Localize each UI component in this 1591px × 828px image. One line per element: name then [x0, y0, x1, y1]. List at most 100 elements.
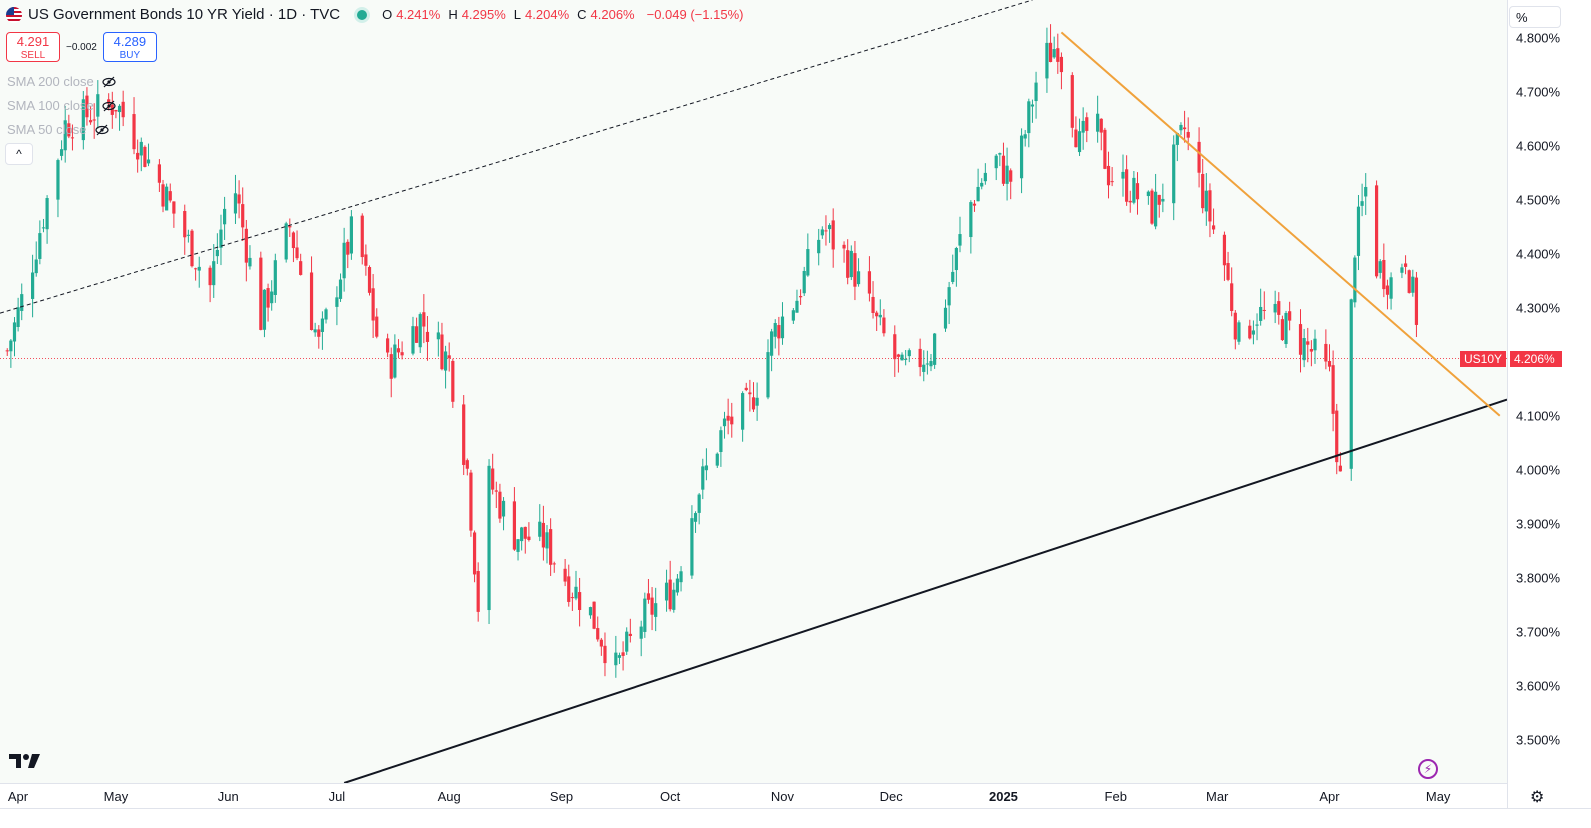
candle-body[interactable]: [1360, 201, 1364, 206]
candle-body[interactable]: [59, 149, 64, 156]
candle-body[interactable]: [947, 287, 951, 306]
candle-body[interactable]: [798, 296, 803, 298]
candle-body[interactable]: [92, 119, 96, 121]
candle-body[interactable]: [1298, 324, 1303, 355]
candle-body[interactable]: [875, 312, 879, 317]
candle-body[interactable]: [56, 160, 60, 200]
candle-body[interactable]: [766, 352, 770, 398]
candle-body[interactable]: [567, 576, 571, 602]
candle-body[interactable]: [925, 363, 929, 365]
candle-body[interactable]: [1125, 169, 1129, 202]
candle-body[interactable]: [900, 354, 904, 361]
candle-body[interactable]: [1248, 325, 1252, 339]
candle-body[interactable]: [342, 242, 346, 279]
candle-body[interactable]: [549, 529, 553, 565]
candle-body[interactable]: [1407, 270, 1411, 293]
candle-body[interactable]: [411, 326, 415, 354]
candle-body[interactable]: [625, 631, 629, 652]
candle-body[interactable]: [241, 204, 245, 228]
candle-body[interactable]: [1154, 191, 1158, 227]
candle-body[interactable]: [617, 655, 622, 658]
candle-body[interactable]: [364, 254, 368, 266]
candle-body[interactable]: [1335, 410, 1339, 463]
candle-body[interactable]: [1403, 263, 1408, 267]
candle-body[interactable]: [1070, 75, 1074, 128]
candle-body[interactable]: [346, 241, 350, 255]
candle-body[interactable]: [1280, 319, 1284, 341]
candle-body[interactable]: [1208, 190, 1212, 222]
candle-body[interactable]: [1110, 181, 1114, 183]
candle-body[interactable]: [1074, 129, 1078, 148]
downtrend-line[interactable]: [1060, 31, 1501, 417]
candle-body[interactable]: [904, 358, 908, 360]
price-plot[interactable]: [0, 0, 1507, 783]
candle-body[interactable]: [1045, 42, 1049, 79]
candle-body[interactable]: [270, 291, 274, 304]
candle-body[interactable]: [976, 186, 980, 202]
candle-body[interactable]: [451, 360, 455, 402]
candle-body[interactable]: [552, 563, 556, 565]
candle-body[interactable]: [41, 227, 46, 229]
candle-body[interactable]: [668, 579, 672, 610]
candle-body[interactable]: [165, 186, 169, 211]
candle-body[interactable]: [487, 465, 491, 611]
candle-body[interactable]: [1211, 225, 1216, 230]
candle-body[interactable]: [527, 536, 531, 540]
channel-dashed-line[interactable]: [0, 0, 1033, 314]
candle-body[interactable]: [1411, 276, 1415, 293]
candle-body[interactable]: [70, 137, 75, 139]
candle-body[interactable]: [1099, 118, 1103, 133]
candle-body[interactable]: [491, 468, 495, 490]
candle-body[interactable]: [117, 105, 122, 113]
candle-body[interactable]: [1027, 101, 1031, 134]
candle-body[interactable]: [132, 114, 136, 150]
candle-body[interactable]: [755, 397, 759, 406]
candle-body[interactable]: [969, 202, 973, 238]
candle-body[interactable]: [1132, 177, 1136, 203]
candle-body[interactable]: [603, 645, 607, 664]
candle-body[interactable]: [1005, 165, 1009, 184]
candle-body[interactable]: [375, 316, 379, 337]
candle-body[interactable]: [139, 141, 143, 156]
candle-body[interactable]: [596, 628, 600, 640]
candle-body[interactable]: [795, 300, 799, 313]
candle-body[interactable]: [646, 593, 651, 600]
candle-body[interactable]: [806, 249, 810, 276]
candle-body[interactable]: [770, 331, 774, 356]
candle-body[interactable]: [284, 223, 288, 260]
hidden-eye-icon[interactable]: [102, 99, 116, 113]
candle-body[interactable]: [773, 323, 777, 337]
candle-body[interactable]: [563, 568, 567, 582]
candle-body[interactable]: [244, 228, 248, 263]
candle-body[interactable]: [215, 249, 219, 257]
lightning-icon[interactable]: ⚡: [1418, 759, 1438, 779]
candle-body[interactable]: [447, 355, 451, 359]
time-scale[interactable]: [0, 783, 1507, 809]
candle-body[interactable]: [846, 250, 850, 278]
candle-body[interactable]: [1001, 155, 1006, 184]
candle-body[interactable]: [545, 532, 549, 549]
candle-body[interactable]: [726, 415, 730, 421]
candle-body[interactable]: [538, 521, 542, 537]
hidden-eye-icon[interactable]: [102, 75, 116, 89]
candle-body[interactable]: [1400, 267, 1404, 273]
candle-body[interactable]: [248, 257, 252, 267]
candle-body[interactable]: [748, 392, 752, 395]
candle-body[interactable]: [780, 316, 785, 339]
candle-body[interactable]: [1284, 312, 1288, 345]
candle-body[interactable]: [386, 338, 390, 353]
candle-body[interactable]: [1313, 338, 1317, 351]
candle-body[interactable]: [719, 430, 723, 453]
candle-body[interactable]: [1146, 191, 1150, 197]
candle-body[interactable]: [136, 152, 140, 160]
candle-body[interactable]: [1259, 306, 1263, 321]
candle-body[interactable]: [161, 184, 165, 207]
candle-body[interactable]: [1201, 173, 1205, 209]
candle-body[interactable]: [516, 539, 520, 552]
candle-body[interactable]: [730, 416, 734, 425]
symbol-title[interactable]: US Government Bonds 10 YR Yield · 1D · T…: [28, 6, 341, 23]
candle-body[interactable]: [313, 329, 317, 333]
candle-body[interactable]: [425, 331, 430, 342]
candle-body[interactable]: [1288, 311, 1292, 321]
candle-body[interactable]: [853, 253, 857, 287]
